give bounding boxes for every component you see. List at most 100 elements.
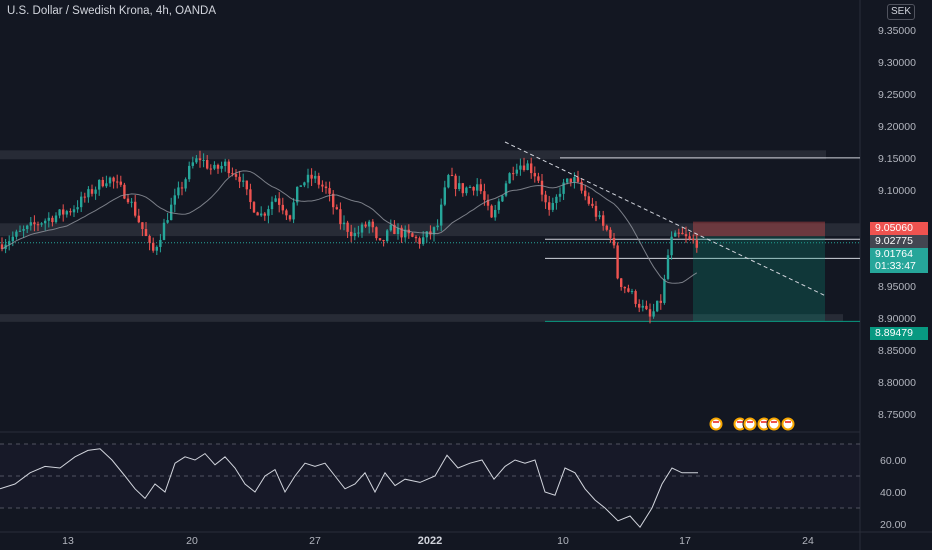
candle-body: [533, 173, 536, 177]
candle-body: [674, 232, 677, 237]
candle-body: [112, 177, 115, 182]
candle-body: [670, 236, 673, 256]
price-tick-label: 9.20000: [878, 121, 916, 133]
event-flag-inner: [769, 419, 779, 429]
candle-body: [328, 188, 331, 194]
candle-body: [87, 189, 90, 198]
candle-body: [310, 174, 313, 179]
candle-body: [155, 246, 158, 251]
candle-body: [396, 227, 400, 234]
rsi-tick-label: 60.00: [880, 455, 906, 467]
rsi-tick-label: 40.00: [880, 487, 906, 499]
candle-body: [486, 199, 490, 206]
candle-body: [404, 229, 407, 238]
candle-body: [188, 165, 191, 180]
upper-price-tag: 9.02775: [870, 235, 928, 248]
candle-body: [519, 165, 522, 170]
candle-body: [231, 173, 234, 175]
candle-body: [508, 173, 511, 184]
candle-body: [303, 182, 306, 186]
candle-body: [332, 193, 335, 208]
price-tick-label: 8.95000: [878, 281, 916, 293]
currency-badge[interactable]: SEK: [887, 4, 915, 20]
candle-body: [580, 181, 583, 191]
candle-body: [440, 204, 443, 226]
candle-body: [134, 201, 137, 216]
candle-body: [141, 222, 144, 230]
candle-body: [105, 183, 108, 187]
price-tick-label: 9.15000: [878, 153, 916, 165]
candle-body: [195, 158, 198, 163]
candle-body: [436, 225, 439, 228]
candle-body: [249, 189, 252, 203]
candle-body: [202, 160, 205, 162]
candle-body: [177, 187, 180, 196]
candle-body: [587, 196, 590, 204]
rsi-band: [0, 444, 860, 508]
candle-body: [652, 311, 655, 317]
candle-body: [191, 162, 194, 166]
candle-body: [501, 195, 504, 202]
candle-body: [245, 180, 248, 190]
candle-body: [94, 189, 97, 194]
candle-body: [677, 232, 680, 234]
candle-body: [108, 177, 112, 184]
candle-body: [479, 184, 482, 192]
candle-body: [634, 291, 637, 304]
candle-body: [234, 174, 238, 177]
candle-body: [278, 198, 281, 205]
time-tick-label: 27: [309, 535, 321, 547]
price-tick-label: 8.90000: [878, 313, 916, 325]
candle-body: [364, 224, 367, 227]
candle-body: [576, 177, 580, 182]
candle-body: [8, 241, 11, 245]
stop-price-tag: 9.05060: [870, 222, 928, 235]
candle-body: [162, 222, 166, 240]
stop-zone: [693, 221, 825, 237]
candle-body: [353, 233, 356, 237]
candle-body: [159, 239, 162, 247]
candle-body: [119, 181, 122, 185]
candle-body: [512, 173, 515, 175]
candle-body: [180, 187, 184, 189]
downtrend-line: [504, 141, 826, 297]
candle-body: [44, 220, 47, 224]
candle-body: [371, 221, 374, 228]
candle-body: [47, 217, 50, 221]
candle-body: [152, 242, 155, 251]
candles: [0, 150, 698, 324]
candle-body: [220, 165, 223, 169]
candle-body: [692, 238, 695, 241]
candle-body: [58, 209, 61, 216]
candle-body: [663, 278, 666, 303]
candle-body: [227, 161, 230, 174]
event-flag-inner: [783, 419, 793, 429]
candle-body: [526, 163, 529, 171]
zone-0: [0, 150, 826, 160]
price-tick-label: 9.35000: [878, 25, 916, 37]
candle-body: [681, 232, 684, 235]
candle-body: [630, 291, 634, 293]
price-tick-label: 8.80000: [878, 377, 916, 389]
candle-body: [504, 183, 508, 196]
event-flag-stripe: [785, 421, 791, 423]
candle-body: [83, 196, 86, 198]
candle-body: [450, 175, 454, 177]
candle-body: [224, 161, 227, 166]
candle-body: [497, 201, 500, 210]
candle-body: [594, 205, 598, 217]
candle-body: [144, 229, 148, 236]
candle-body: [123, 184, 126, 199]
candle-body: [317, 175, 320, 185]
time-tick-label: 24: [802, 535, 814, 547]
candle-body: [29, 222, 32, 226]
candle-body: [465, 187, 468, 194]
candle-body: [76, 207, 79, 210]
candle-body: [458, 183, 461, 190]
candle-body: [530, 163, 533, 174]
candle-body: [288, 215, 292, 220]
candle-body: [414, 236, 418, 239]
candle-body: [566, 178, 569, 183]
